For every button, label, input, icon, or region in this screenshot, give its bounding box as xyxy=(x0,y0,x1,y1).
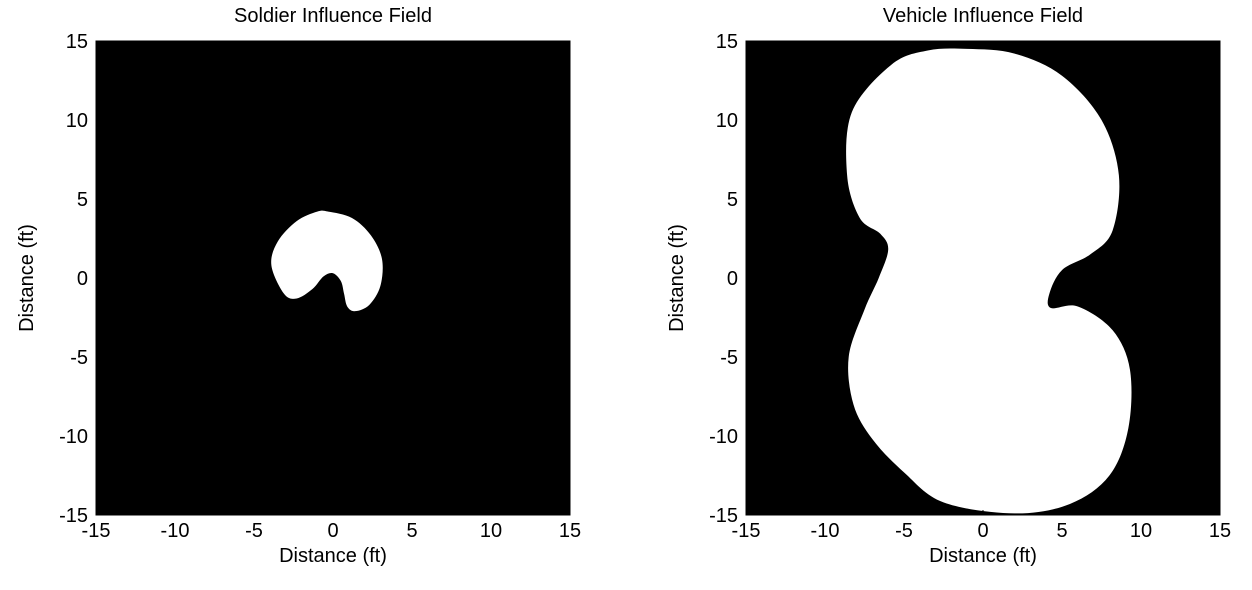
y-tick-label: 5 xyxy=(77,189,88,211)
x-tick-label: 5 xyxy=(406,520,417,542)
x-tick-label: -15 xyxy=(82,520,111,542)
x-axis-label: Distance (ft) xyxy=(279,545,387,567)
x-tick-label: -15 xyxy=(732,520,761,542)
chart-panel-1: Soldier Influence Field -15 -10 -5 0 5 10 15 -15… xyxy=(16,5,581,567)
x-tick-label: -10 xyxy=(161,520,190,542)
x-tick-label: 10 xyxy=(1130,520,1152,542)
y-tick-label: 10 xyxy=(716,110,738,132)
x-tick-label: 5 xyxy=(1056,520,1067,542)
chart-panel-2: Vehicle Influence Field -15 -10 -5 0 5 10 15 -15… xyxy=(666,5,1231,567)
y-tick-label: -15 xyxy=(59,505,88,527)
y-tick-label: 10 xyxy=(66,110,88,132)
influence-region xyxy=(846,48,1132,514)
influence-region xyxy=(271,210,383,312)
y-tick-label: 0 xyxy=(727,268,738,290)
y-tick-label: -15 xyxy=(709,505,738,527)
x-tick-label: 0 xyxy=(977,520,988,542)
y-tick-label: 5 xyxy=(727,189,738,211)
y-tick-label: -10 xyxy=(59,426,88,448)
x-tick-label: 15 xyxy=(559,520,581,542)
y-tick-label: -5 xyxy=(70,347,88,369)
y-tick-label: 15 xyxy=(66,31,88,53)
chart-title: Vehicle Influence Field xyxy=(883,5,1083,27)
x-tick-label: 10 xyxy=(480,520,502,542)
y-tick-label: 15 xyxy=(716,31,738,53)
y-axis-label: Distance (ft) xyxy=(16,224,38,332)
chart-title: Soldier Influence Field xyxy=(234,5,432,27)
y-tick-label: 0 xyxy=(77,268,88,290)
plot-area xyxy=(96,41,570,515)
y-axis-label: Distance (ft) xyxy=(666,224,688,332)
y-tick-label: -10 xyxy=(709,426,738,448)
x-tick-label: 15 xyxy=(1209,520,1231,542)
x-axis-label: Distance (ft) xyxy=(929,545,1037,567)
y-tick-label: -5 xyxy=(720,347,738,369)
x-tick-label: 0 xyxy=(327,520,338,542)
x-tick-label: -10 xyxy=(811,520,840,542)
x-tick-label: -5 xyxy=(245,520,263,542)
x-tick-label: -5 xyxy=(895,520,913,542)
